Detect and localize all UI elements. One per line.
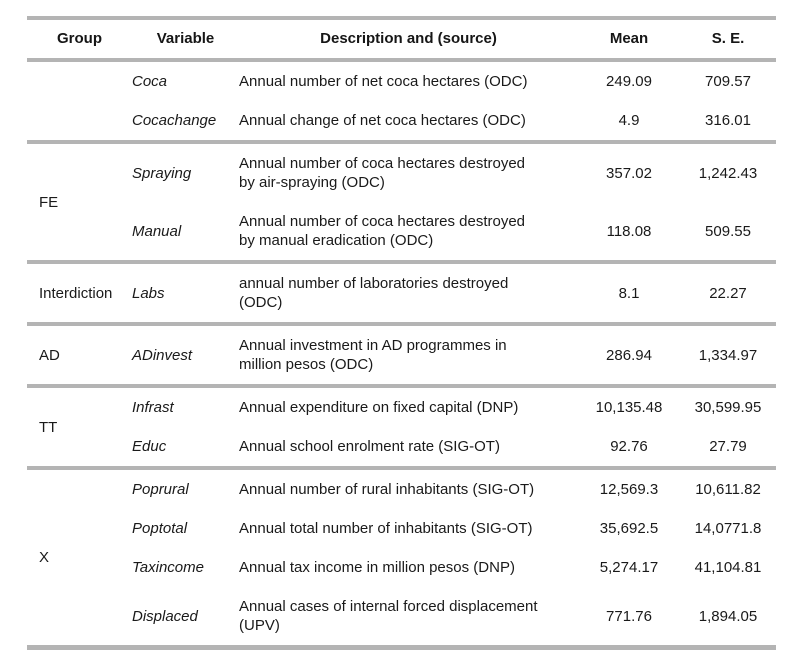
description-cell: Annual cases of internal forced displace… (239, 598, 538, 634)
mean-cell: 357.02 (606, 164, 652, 182)
table-container: Group Variable Description and (source) … (27, 16, 776, 650)
mean-cell: 35,692.5 (599, 520, 659, 537)
table-row: Educ Annual school enrolment rate (SIG-OT… (27, 427, 776, 468)
mean-cell: 92.76 (610, 438, 648, 455)
header-mean: Mean (609, 30, 649, 47)
table-section: FE Spraying Annual number of coca hectares… (27, 142, 776, 262)
se-cell: 1,242.43 (698, 164, 758, 182)
header-se: S. E. (711, 30, 745, 47)
table-section: TT Infrast Annual expenditure on fixed cap… (27, 386, 776, 468)
se-cell: 30,599.95 (694, 399, 762, 416)
table-section: X Poprural Annual number of rural inhabita… (27, 468, 776, 648)
description-cell: Annual total number of inhabitants (SIG-… (239, 520, 533, 537)
table-row: AD ADinvest Annual investment in AD progra… (27, 324, 776, 386)
description-cell: Annual number of coca hectares destroyed… (239, 155, 526, 191)
table-row: TT Infrast Annual expenditure on fixed cap… (27, 386, 776, 436)
mean-cell: 249.09 (606, 73, 652, 90)
variable-cell: Manual (132, 222, 182, 240)
mean-cell: 12,569.3 (599, 481, 659, 498)
group-cell: FE (39, 193, 59, 211)
variable-cell: Displaced (132, 607, 198, 625)
table-row: Manual Annual number of coca hectares des… (27, 202, 776, 262)
variable-cell: ADinvest (132, 346, 193, 364)
description-cell: Annual tax income in million pesos (DNP) (239, 559, 515, 576)
table-section: Interdiction Labs annual number of laborat… (27, 262, 776, 324)
description-cell: annual number of laboratories destroyed … (239, 275, 509, 311)
se-cell: 509.55 (705, 222, 751, 240)
mean-cell: 118.08 (606, 222, 652, 240)
description-cell: Annual number of coca hectares destroyed… (239, 213, 526, 249)
description-cell: Annual expenditure on fixed capital (DNP… (239, 399, 519, 416)
variable-cell: Educ (132, 438, 167, 455)
description-cell: Annual school enrolment rate (SIG-OT) (239, 438, 500, 455)
table-row: Poptotal Annual total number of inhabitan… (27, 509, 776, 548)
se-cell: 709.57 (705, 73, 751, 90)
se-cell: 1,334.97 (698, 346, 758, 364)
se-cell: 10,611.82 (695, 481, 761, 498)
variable-cell: Infrast (132, 399, 174, 416)
table-section: Coca Annual number of net coca hectares (… (27, 60, 776, 142)
se-cell: 14,0771.8 (694, 520, 762, 537)
descriptive-statistics-table: Group Variable Description and (source) … (27, 16, 776, 650)
table-row: Taxincome Annual tax income in million pe… (27, 548, 776, 587)
se-cell: 41,104.81 (694, 559, 762, 576)
variable-cell: Taxincome (132, 559, 204, 576)
header-variable: Variable (156, 30, 215, 47)
description-cell: Annual number of rural inhabitants (SIG-… (239, 481, 535, 498)
mean-cell: 10,135.48 (595, 399, 663, 416)
se-cell: 22.27 (709, 284, 747, 302)
se-cell: 27.79 (709, 438, 747, 455)
variable-cell: Spraying (132, 164, 192, 182)
table-row: Cocachange Annual change of net coca hect… (27, 101, 776, 142)
table-row: Coca Annual number of net coca hectares (… (27, 60, 776, 101)
mean-cell: 8.1 (618, 284, 640, 302)
group-cell: X (39, 549, 50, 566)
variable-cell: Poptotal (132, 520, 188, 537)
mean-cell: 5,274.17 (599, 559, 659, 576)
description-cell: Annual change of net coca hectares (ODC) (239, 112, 526, 129)
table-row: Displaced Annual cases of internal forced… (27, 587, 776, 648)
description-cell: Annual investment in AD programmes in mi… (239, 337, 507, 373)
table-header-row: Group Variable Description and (source) … (27, 18, 776, 60)
group-cell: AD (39, 346, 60, 364)
mean-cell: 4.9 (618, 112, 640, 129)
description-cell: Annual number of net coca hectares (ODC) (239, 73, 528, 90)
variable-cell: Coca (132, 73, 168, 90)
table-row: FE Spraying Annual number of coca hectares… (27, 142, 776, 211)
variable-cell: Labs (132, 284, 165, 302)
table-section: AD ADinvest Annual investment in AD progra… (27, 324, 776, 386)
variable-cell: Cocachange (132, 112, 217, 129)
mean-cell: 286.94 (606, 346, 652, 364)
header-description: Description and (source) (320, 30, 497, 47)
header-group: Group (57, 30, 102, 47)
mean-cell: 771.76 (606, 607, 652, 625)
se-cell: 316.01 (705, 112, 751, 129)
group-cell: Interdiction (39, 284, 113, 302)
group-cell (27, 60, 132, 142)
group-cell: TT (39, 418, 58, 436)
table-row: Interdiction Labs annual number of laborat… (27, 262, 776, 324)
table-row: X Poprural Annual number of rural inhabita… (27, 468, 776, 566)
se-cell: 1,894.05 (698, 607, 758, 625)
variable-cell: Poprural (132, 481, 189, 498)
